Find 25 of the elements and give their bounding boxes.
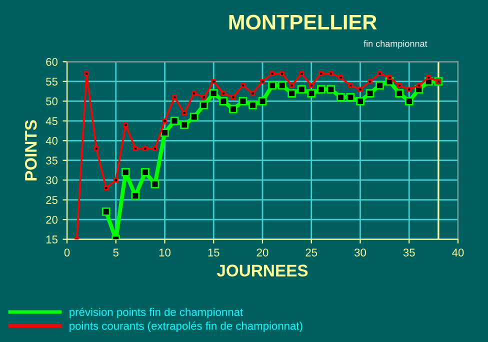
x-tick-label: 25: [306, 248, 318, 256]
y-tick-label: 60: [46, 58, 58, 66]
y-tick-label: 55: [46, 78, 58, 86]
x-tick-label: 35: [403, 248, 415, 256]
y-tick-label: 45: [46, 117, 58, 126]
y-tick-label: 30: [46, 176, 58, 184]
y-tick-label: 20: [46, 216, 58, 224]
x-axis-title: JOURNEES: [216, 264, 308, 276]
x-tick-label: 30: [354, 248, 366, 256]
legend-label: prévision points fin de championnat: [70, 308, 243, 318]
x-tick-label: 20: [256, 248, 268, 256]
y-axis-title: POINTS: [24, 120, 37, 180]
y-tick-label: 40: [46, 136, 58, 145]
y-tick-label: 15: [46, 236, 58, 244]
y-tick-label: 50: [46, 97, 58, 106]
x-tick-label: 15: [208, 248, 220, 256]
legend-label: points courants (extrapolés fin de championnat): [70, 322, 302, 332]
x-tick-label: 40: [452, 248, 464, 256]
chart-subtitle: fin championnat: [364, 40, 428, 49]
y-tick-label: 35: [46, 156, 58, 164]
x-tick-label: 0: [64, 248, 70, 256]
x-tick-label: 5: [113, 248, 118, 256]
x-tick-label: 10: [159, 248, 170, 256]
chart-title: MONTPELLIER: [229, 14, 377, 30]
y-tick-label: 25: [46, 196, 58, 204]
